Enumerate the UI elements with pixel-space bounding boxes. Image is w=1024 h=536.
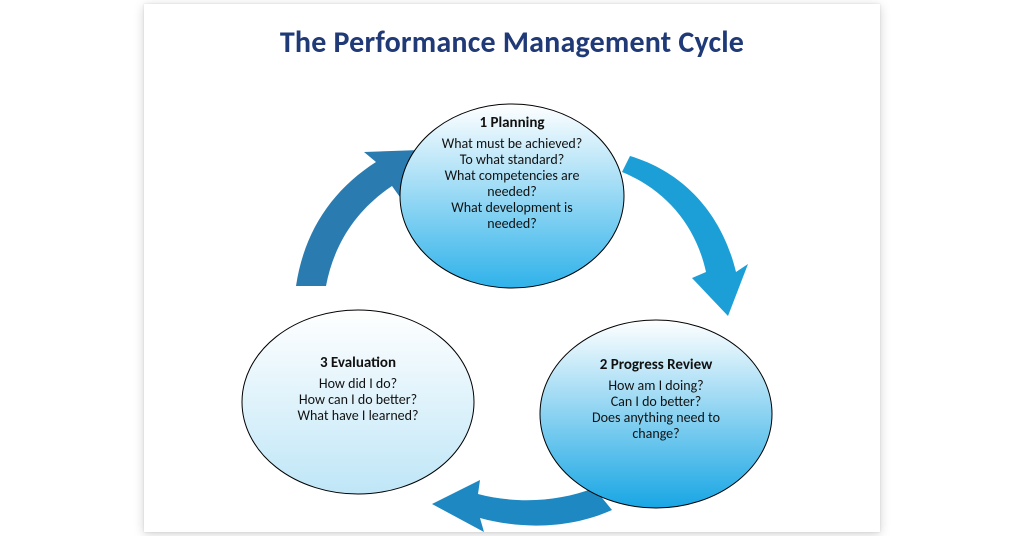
node-heading: 1 Planning xyxy=(402,114,622,132)
node-line: How did I do? xyxy=(248,376,468,392)
slide-card: The Performance Management Cycle 1 Plann… xyxy=(144,4,880,532)
node-text-progress-review: 2 Progress Review How am I doing?Can I do… xyxy=(546,356,766,442)
node-line: What competencies are xyxy=(402,168,622,184)
node-line: needed? xyxy=(402,184,622,200)
arrow-planning-to-review xyxy=(622,156,748,316)
node-line: needed? xyxy=(402,216,622,232)
node-text-planning: 1 Planning What must be achieved?To what … xyxy=(402,114,622,233)
node-line: What development is xyxy=(402,200,622,216)
node-line: Can I do better? xyxy=(546,394,766,410)
node-line: What must be achieved? xyxy=(402,136,622,152)
node-line: Does anything need to xyxy=(546,410,766,426)
node-heading: 3 Evaluation xyxy=(248,354,468,372)
node-line: What have I learned? xyxy=(248,408,468,424)
node-line: How am I doing? xyxy=(546,378,766,394)
node-heading: 2 Progress Review xyxy=(546,356,766,374)
node-line: To what standard? xyxy=(402,152,622,168)
node-line: How can I do better? xyxy=(248,392,468,408)
node-line: change? xyxy=(546,426,766,442)
cycle-diagram xyxy=(144,4,880,532)
node-text-evaluation: 3 Evaluation How did I do?How can I do be… xyxy=(248,354,468,424)
